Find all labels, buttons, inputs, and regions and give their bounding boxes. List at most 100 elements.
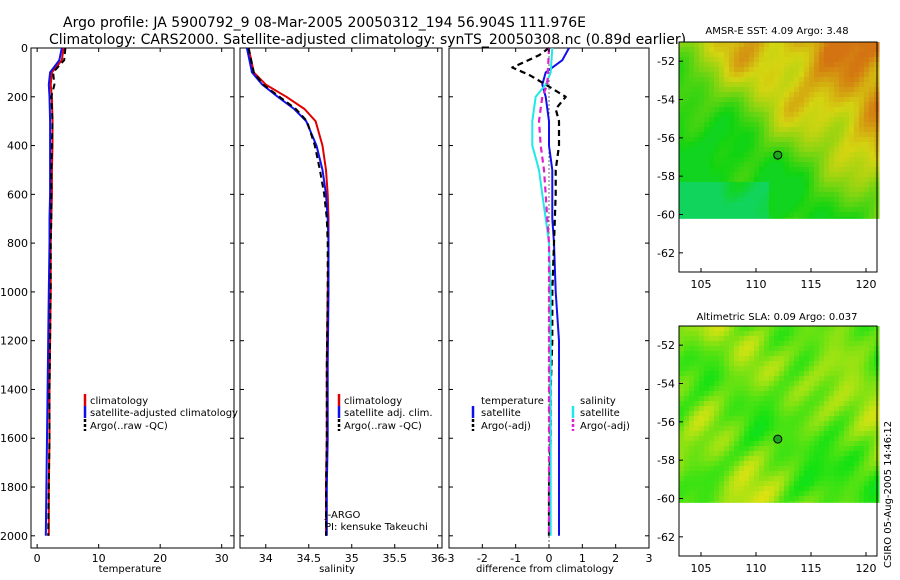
map-cell [764, 386, 770, 392]
map-cell [814, 491, 820, 497]
map-cell [839, 411, 845, 417]
map-cell [834, 376, 840, 382]
map-cell [849, 162, 855, 168]
map-cell [814, 401, 820, 407]
map-cell [719, 67, 725, 73]
map-cell [719, 102, 725, 108]
map-cell [814, 481, 820, 487]
map-cell [784, 406, 790, 412]
map-cell [754, 197, 760, 203]
map-cell [779, 406, 785, 412]
map-cell [784, 197, 790, 203]
map-cell [764, 481, 770, 487]
map-cell [699, 441, 705, 447]
map-cell [694, 62, 700, 68]
map-cell [744, 486, 750, 492]
map-cell [729, 197, 735, 203]
map-cell [839, 391, 845, 397]
map-cell [774, 127, 780, 133]
map-cell [839, 451, 845, 457]
series-line-argo-raw-qc [47, 47, 67, 536]
map-cell [679, 187, 685, 193]
map-cell [859, 356, 865, 362]
map-cell [709, 406, 715, 412]
map-cell [859, 137, 865, 143]
map-cell [744, 346, 750, 352]
map-cell [749, 436, 755, 442]
map-cell [694, 481, 700, 487]
map-cell [844, 401, 850, 407]
map-cell [744, 391, 750, 397]
map-cell [869, 57, 875, 63]
map-cell [829, 376, 835, 382]
map-cell [844, 137, 850, 143]
map-cell [789, 406, 795, 412]
map-cell [684, 207, 690, 213]
map-cell [859, 92, 865, 98]
map-cell [779, 331, 785, 337]
map-cell [759, 421, 765, 427]
map-cell [759, 142, 765, 148]
map-cell [734, 72, 740, 78]
map-cell [809, 351, 815, 357]
map-cell [839, 147, 845, 153]
map-cell [689, 177, 695, 183]
map-cell [754, 326, 760, 332]
map-cell [724, 361, 730, 367]
map-cell [854, 466, 860, 472]
map-cell [684, 341, 690, 347]
map-cell [679, 401, 685, 407]
map-cell [849, 401, 855, 407]
map-cell [859, 97, 865, 103]
map-cell [859, 436, 865, 442]
map-cell [804, 47, 810, 53]
map-cell [819, 192, 825, 198]
map-cell [714, 331, 720, 337]
map-cell [689, 346, 695, 352]
map-cell [809, 142, 815, 148]
map-cell [719, 147, 725, 153]
map-cell [734, 197, 740, 203]
map-cell [729, 67, 735, 73]
map-cell [794, 97, 800, 103]
map-cell [799, 461, 805, 467]
map-cell [724, 411, 730, 417]
map-cell [794, 456, 800, 462]
map-cell [864, 152, 870, 158]
map-cell [729, 202, 735, 208]
map-cell [824, 147, 830, 153]
map-cell [789, 486, 795, 492]
map-cell [789, 177, 795, 183]
map-cell [854, 406, 860, 412]
map-cell [774, 391, 780, 397]
map-cell [849, 72, 855, 78]
map-cell [769, 112, 775, 118]
map-cell [739, 137, 745, 143]
map-cell [869, 42, 875, 48]
map-cell [719, 62, 725, 68]
map-cell [869, 172, 875, 178]
y-tick-label: 600 [7, 188, 28, 201]
map-cell [849, 82, 855, 88]
map-cell [729, 52, 735, 58]
map-cell [754, 461, 760, 467]
map-cell [754, 137, 760, 143]
map-cell [789, 117, 795, 123]
map-cell [679, 406, 685, 412]
y-tick-label: 400 [7, 140, 28, 153]
map-cell [824, 52, 830, 58]
map-cell [679, 476, 685, 482]
map-cell [734, 162, 740, 168]
map-cell [769, 351, 775, 357]
map-cell [699, 371, 705, 377]
map-cell [754, 87, 760, 93]
map-cell [729, 117, 735, 123]
map-cell [734, 212, 740, 218]
map-cell [719, 152, 725, 158]
map-cell [679, 112, 685, 118]
map-cell [764, 411, 770, 417]
map-cell [764, 501, 770, 503]
map-cell [774, 351, 780, 357]
map-cell [779, 386, 785, 392]
map-cell [719, 491, 725, 497]
